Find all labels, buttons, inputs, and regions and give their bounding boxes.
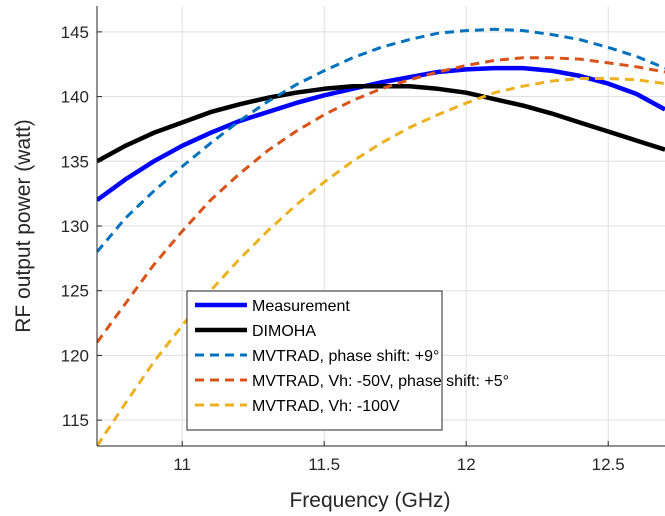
series-line-5 [97, 77, 665, 446]
y-tick-label: 125 [61, 282, 89, 301]
legend-label-5: MVTRAD, Vh: -100V [252, 398, 400, 415]
legend-label-3: MVTRAD, phase shift: +9° [252, 348, 439, 365]
series-lines [97, 27, 665, 446]
y-tick-label: 115 [62, 411, 89, 430]
grid [97, 6, 665, 446]
x-tick-label: 12 [457, 455, 476, 474]
legend: Measurement DIMOHA MVTRAD, phase shift: +9… [186, 290, 509, 431]
x-tick-label: 11.5 [308, 455, 340, 474]
x-tick-label: 11 [173, 455, 191, 474]
legend-label-4: MVTRAD, Vh: -50V, phase shift: +5° [252, 373, 509, 390]
legend-box [186, 290, 443, 431]
y-tick-label: 140 [61, 88, 89, 107]
series-line-1 [97, 65, 665, 202]
y-tick-label: 135 [61, 152, 89, 171]
legend-label-1: Measurement [252, 298, 350, 315]
series-line-3 [97, 27, 665, 253]
axes [96, 6, 665, 447]
series-line-4 [97, 56, 665, 344]
y-axis-label: RF output power (watt) [12, 119, 35, 333]
y-tick-label: 145 [61, 23, 89, 42]
tick-labels: 11 11.5 12 12.5 115 120 125 130 135 140 145 [61, 23, 625, 474]
series-line-2 [97, 83, 665, 164]
y-tick-label: 130 [61, 217, 89, 236]
legend-label-2: DIMOHA [252, 323, 316, 340]
y-tick-label: 120 [61, 346, 89, 365]
x-tick-label: 12.5 [592, 455, 625, 474]
x-axis-label: Frequency (GHz) [289, 489, 450, 512]
